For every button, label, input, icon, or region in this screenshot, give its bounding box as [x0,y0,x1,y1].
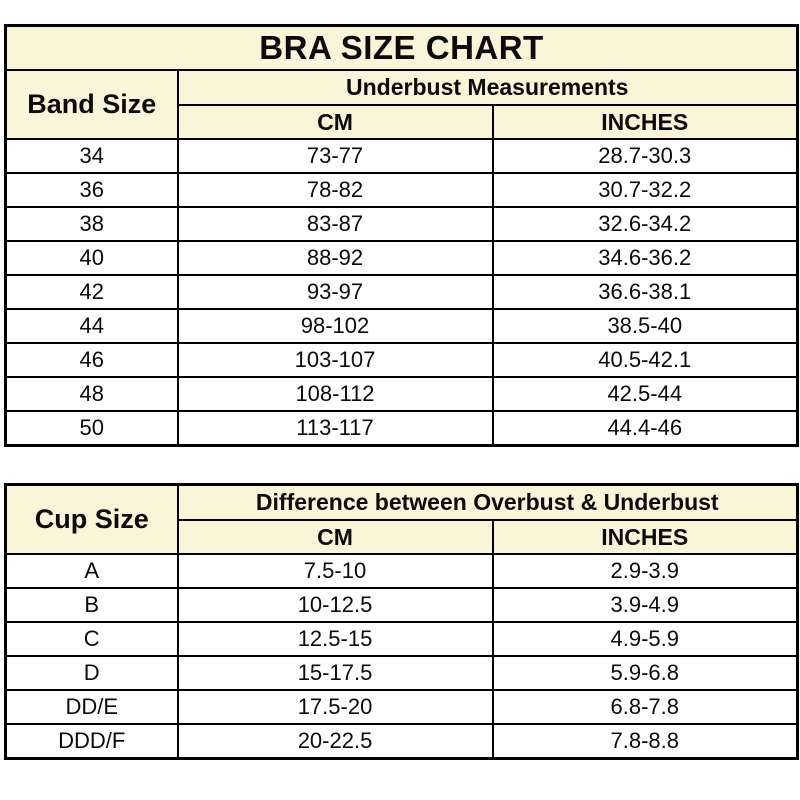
cm-cell: 98-102 [176,308,494,344]
cup-size-cell: A [4,553,179,589]
table-row: 38 83-87 32.6-34.2 [4,206,799,242]
cm-cell: 78-82 [176,172,494,208]
table-row: DD/E 17.5-20 6.8-7.8 [4,689,799,725]
table-row: DDD/F 20-22.5 7.8-8.8 [4,723,799,760]
band-size-cell: 48 [4,376,179,412]
table-row: 48 108-112 42.5-44 [4,376,799,412]
table-row: 46 103-107 40.5-42.1 [4,342,799,378]
table-row: D 15-17.5 5.9-6.8 [4,655,799,691]
table-row: 44 98-102 38.5-40 [4,308,799,344]
band-size-cell: 50 [4,410,179,447]
cm-cell: 73-77 [176,138,494,174]
inches-cell: 34.6-36.2 [491,240,799,276]
cm-cell: 20-22.5 [176,723,494,760]
cup-cm-header: CM [176,519,494,555]
band-size-cell: 46 [4,342,179,378]
cup-size-cell: DD/E [4,689,179,725]
band-size-cell: 42 [4,274,179,310]
cm-cell: 93-97 [176,274,494,310]
page-title: BRA SIZE CHART [4,24,799,71]
table-row: B 10-12.5 3.9-4.9 [4,587,799,623]
cm-cell: 88-92 [176,240,494,276]
band-size-cell: 34 [4,138,179,174]
group-header-row: Cup Size Difference between Overbust & U… [4,483,799,555]
inches-cell: 28.7-30.3 [491,138,799,174]
difference-group-header: Difference between Overbust & Underbust [176,483,799,521]
column-header-row: CM INCHES [6,104,799,140]
cup-size-cell: DDD/F [4,723,179,760]
table-row: 36 78-82 30.7-32.2 [4,172,799,208]
inches-cell: 5.9-6.8 [491,655,799,691]
inches-cell: 3.9-4.9 [491,587,799,623]
inches-cell: 36.6-38.1 [491,274,799,310]
inches-cell: 30.7-32.2 [491,172,799,208]
inches-cell: 44.4-46 [491,410,799,447]
cup-size-table: Cup Size Difference between Overbust & U… [4,483,799,760]
cm-cell: 108-112 [176,376,494,412]
cup-size-cell: B [4,587,179,623]
cm-cell: 103-107 [176,342,494,378]
cup-size-cell: D [4,655,179,691]
table-row: 50 113-117 44.4-46 [4,410,799,447]
cm-cell: 15-17.5 [176,655,494,691]
cm-cell: 12.5-15 [176,621,494,657]
inches-cell: 42.5-44 [491,376,799,412]
cm-cell: 83-87 [176,206,494,242]
band-cm-header: CM [176,104,494,140]
table-row: C 12.5-15 4.9-5.9 [4,621,799,657]
band-size-cell: 36 [4,172,179,208]
cup-inches-header: INCHES [491,519,799,555]
cm-cell: 113-117 [176,410,494,447]
cm-cell: 10-12.5 [176,587,494,623]
band-size-cell: 44 [4,308,179,344]
inches-cell: 32.6-34.2 [491,206,799,242]
title-row: BRA SIZE CHART [4,24,799,71]
band-size-cell: 40 [4,240,179,276]
group-header-row: Band Size Underbust Measurements [4,69,799,140]
band-size-table: BRA SIZE CHART Band Size Underbust Measu… [4,24,800,447]
inches-cell: 6.8-7.8 [491,689,799,725]
cup-size-header: Cup Size [4,483,179,555]
band-size-cell: 38 [4,206,179,242]
table-row: A 7.5-10 2.9-3.9 [4,553,799,589]
cup-size-cell: C [4,621,179,657]
inches-cell: 40.5-42.1 [491,342,799,378]
underbust-group-header: Underbust Measurements [176,69,799,106]
inches-cell: 2.9-3.9 [491,553,799,589]
band-size-header: Band Size [4,69,179,140]
inches-cell: 38.5-40 [491,308,799,344]
table-row: 40 88-92 34.6-36.2 [4,240,799,276]
cm-cell: 17.5-20 [176,689,494,725]
inches-cell: 7.8-8.8 [491,723,799,760]
band-inches-header: INCHES [491,104,799,140]
table-row: 34 73-77 28.7-30.3 [4,138,799,174]
inches-cell: 4.9-5.9 [491,621,799,657]
cm-cell: 7.5-10 [176,553,494,589]
table-row: 42 93-97 36.6-38.1 [4,274,799,310]
column-header-row: CM INCHES [6,519,799,555]
